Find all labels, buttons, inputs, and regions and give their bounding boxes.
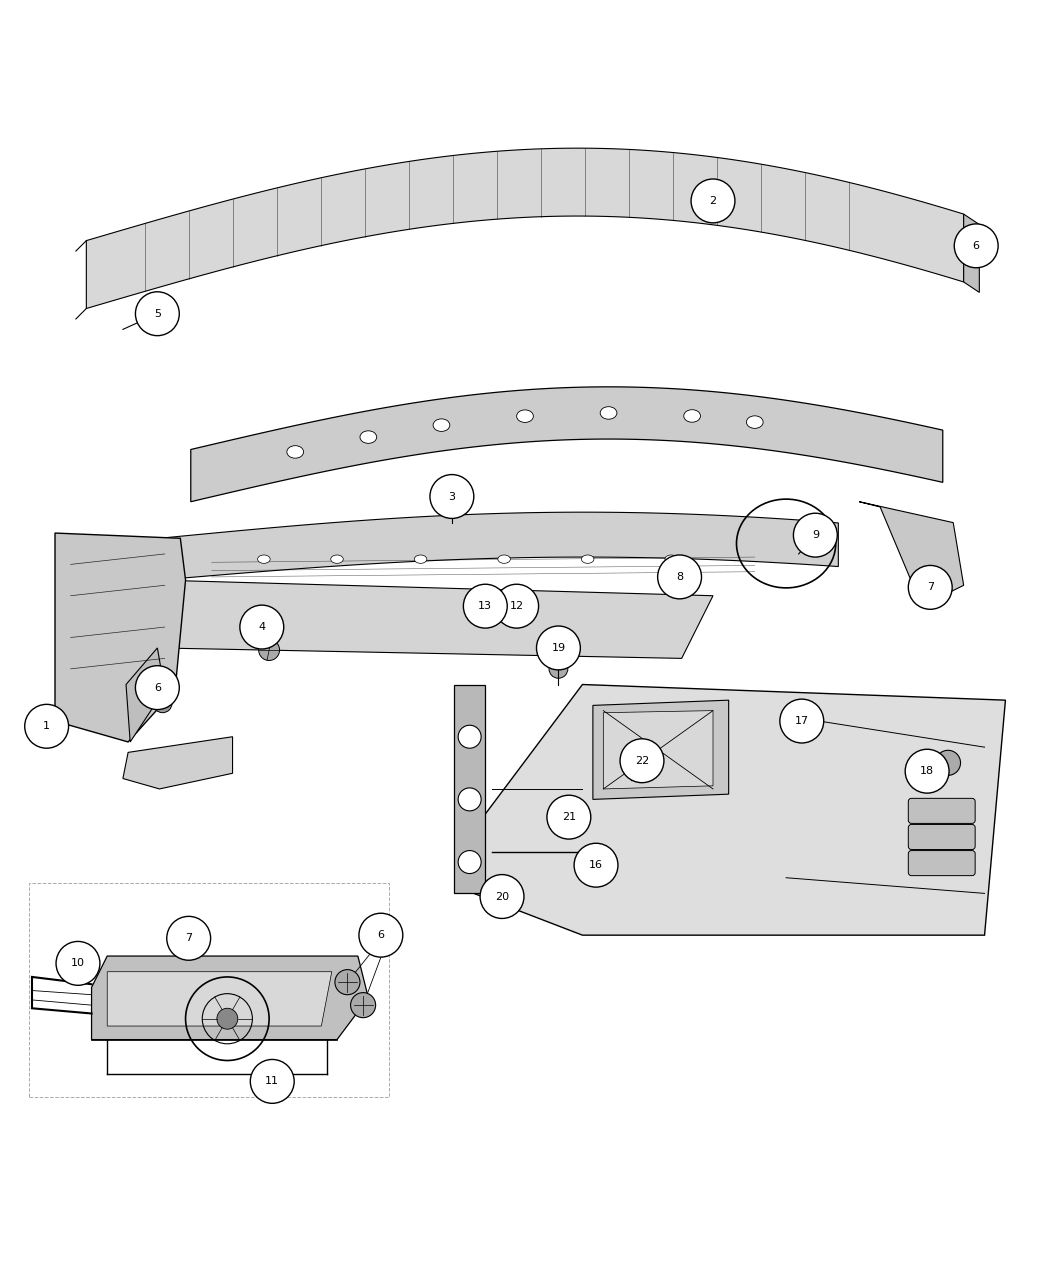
- Text: 7: 7: [927, 583, 933, 593]
- Text: 18: 18: [920, 766, 934, 776]
- Ellipse shape: [415, 555, 426, 564]
- Polygon shape: [123, 737, 232, 789]
- Polygon shape: [964, 214, 980, 292]
- Circle shape: [335, 969, 360, 994]
- Text: 7: 7: [185, 933, 192, 944]
- Circle shape: [25, 704, 68, 748]
- FancyBboxPatch shape: [29, 884, 390, 1096]
- Text: 19: 19: [551, 643, 566, 653]
- Polygon shape: [91, 956, 369, 1039]
- Ellipse shape: [684, 409, 700, 422]
- Ellipse shape: [331, 555, 343, 564]
- Circle shape: [250, 1060, 294, 1103]
- Text: 6: 6: [972, 241, 980, 251]
- Ellipse shape: [360, 431, 377, 444]
- Text: 6: 6: [154, 682, 161, 692]
- Text: 16: 16: [589, 861, 603, 871]
- Circle shape: [574, 843, 618, 887]
- Circle shape: [537, 626, 581, 669]
- Ellipse shape: [498, 555, 510, 564]
- Polygon shape: [604, 710, 713, 789]
- Text: 10: 10: [71, 959, 85, 969]
- Ellipse shape: [517, 409, 533, 422]
- Polygon shape: [86, 148, 964, 309]
- Circle shape: [458, 788, 481, 811]
- Text: 11: 11: [266, 1076, 279, 1086]
- Text: 12: 12: [509, 602, 524, 611]
- Circle shape: [56, 941, 100, 986]
- FancyBboxPatch shape: [908, 798, 975, 824]
- Circle shape: [905, 750, 949, 793]
- Polygon shape: [859, 502, 964, 606]
- Circle shape: [429, 474, 474, 519]
- Circle shape: [621, 738, 664, 783]
- Text: 2: 2: [710, 196, 716, 207]
- Ellipse shape: [601, 407, 617, 419]
- Polygon shape: [55, 533, 186, 742]
- Text: 1: 1: [43, 722, 50, 732]
- Ellipse shape: [747, 416, 763, 428]
- Text: 20: 20: [495, 891, 509, 901]
- Ellipse shape: [665, 555, 677, 564]
- Circle shape: [480, 875, 524, 918]
- Text: 22: 22: [635, 756, 649, 766]
- Polygon shape: [126, 648, 165, 742]
- Circle shape: [794, 514, 837, 557]
- Circle shape: [780, 699, 823, 743]
- Circle shape: [495, 584, 539, 629]
- Circle shape: [549, 659, 568, 678]
- Polygon shape: [191, 386, 943, 502]
- Circle shape: [458, 850, 481, 873]
- Text: 17: 17: [795, 717, 808, 725]
- Circle shape: [258, 640, 279, 660]
- FancyBboxPatch shape: [908, 825, 975, 849]
- FancyBboxPatch shape: [908, 850, 975, 876]
- Circle shape: [167, 917, 211, 960]
- Polygon shape: [454, 685, 485, 894]
- Circle shape: [657, 555, 701, 599]
- Polygon shape: [128, 580, 713, 658]
- Circle shape: [135, 666, 180, 710]
- Ellipse shape: [257, 555, 270, 564]
- Circle shape: [351, 993, 376, 1017]
- Circle shape: [691, 179, 735, 223]
- Circle shape: [217, 1009, 237, 1029]
- Polygon shape: [160, 513, 838, 580]
- Text: 6: 6: [377, 931, 384, 940]
- Text: 9: 9: [812, 530, 819, 541]
- Circle shape: [458, 725, 481, 748]
- Circle shape: [936, 750, 961, 775]
- Circle shape: [908, 565, 952, 609]
- Circle shape: [135, 292, 180, 335]
- Polygon shape: [593, 700, 729, 799]
- Ellipse shape: [287, 446, 303, 458]
- Text: 5: 5: [154, 309, 161, 319]
- Text: 4: 4: [258, 622, 266, 632]
- Circle shape: [359, 913, 403, 958]
- Circle shape: [547, 796, 591, 839]
- Ellipse shape: [582, 555, 594, 564]
- Circle shape: [463, 584, 507, 629]
- Circle shape: [954, 224, 999, 268]
- Polygon shape: [457, 685, 1006, 935]
- Circle shape: [153, 694, 172, 713]
- Text: 21: 21: [562, 812, 576, 822]
- Polygon shape: [107, 972, 332, 1026]
- Ellipse shape: [433, 419, 449, 431]
- Circle shape: [239, 606, 284, 649]
- Text: 8: 8: [676, 572, 684, 581]
- Text: 13: 13: [479, 602, 492, 611]
- Text: 3: 3: [448, 491, 456, 501]
